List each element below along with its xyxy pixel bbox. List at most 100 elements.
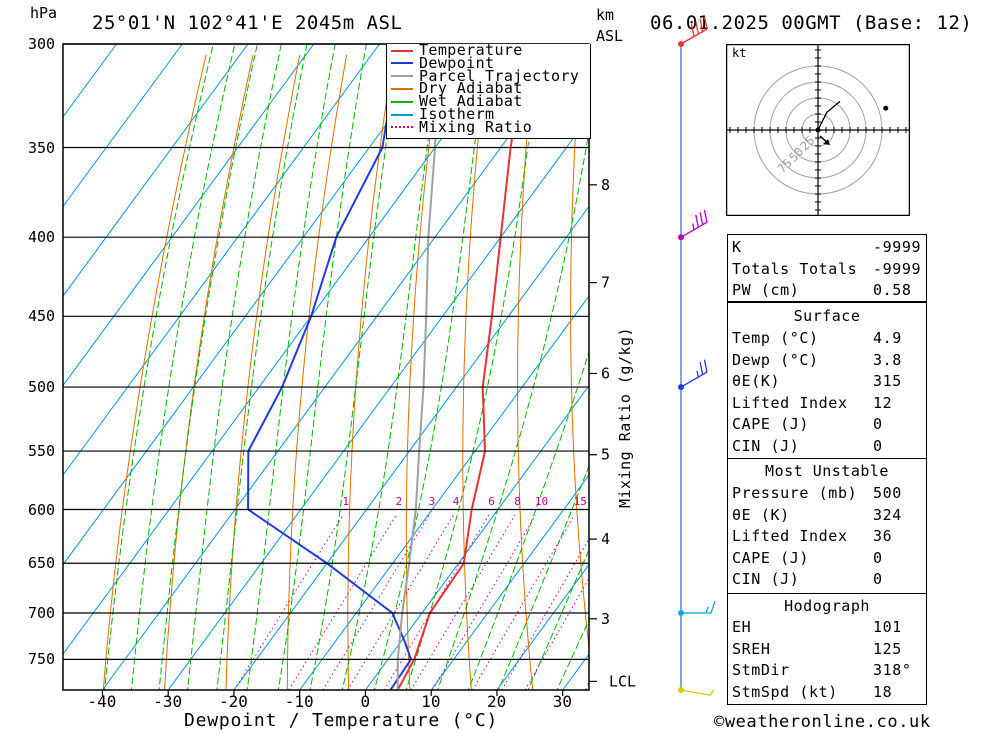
legend-swatch [391, 75, 413, 78]
wind-barb [680, 689, 715, 696]
mixing-ratio-label: 3 [428, 494, 436, 508]
isotherm-line [233, 205, 589, 690]
isotherm-line [102, 44, 578, 690]
mixing-ratio-line [233, 514, 344, 690]
index-label: StmSpd (kt) [732, 682, 838, 701]
index-label: EH [732, 618, 752, 636]
x-tick-label: -20 [218, 692, 248, 711]
index-value: -9999 [873, 259, 922, 278]
legend-item: Wet Adiabat [391, 92, 523, 110]
isotherm-line [496, 563, 589, 690]
dry-adiabat-line [347, 55, 394, 690]
index-label: Lifted Index [732, 393, 848, 412]
hodograph-trace [817, 100, 841, 131]
pressure-tick-label: 650 [28, 554, 56, 573]
dry-adiabat-line [164, 54, 254, 690]
indices-most-unstable-box: Most Unstable Pressure (mb) 500 θE (K) 324 Li… [727, 458, 927, 594]
legend-label: Temperature [419, 41, 523, 59]
legend-item: Isotherm [391, 105, 494, 123]
mixing-ratio-line [431, 514, 537, 690]
index-value: 0 [873, 437, 883, 455]
wet-adiabat-line [103, 44, 214, 690]
x-axis-title: Dewpoint / Temperature (°C) [184, 710, 499, 731]
legend-swatch [391, 49, 413, 52]
dry-adiabat-line [462, 55, 488, 690]
index-value: 315 [873, 372, 902, 391]
index-value: 318° [873, 661, 912, 680]
km-tick-label: 8 [601, 176, 610, 194]
wet-adiabat-line [309, 44, 402, 690]
wet-adiabat-line [216, 44, 308, 690]
pressure-tick-label: 300 [28, 35, 56, 53]
dry-adiabat-line [570, 55, 589, 653]
dry-adiabat-line [102, 54, 207, 690]
legend-item: Dry Adiabat [391, 79, 523, 97]
mixing-ratio-label: 1 [342, 494, 350, 508]
isotherm-line [299, 295, 589, 690]
pressure-tick-label: 750 [28, 650, 56, 669]
wind-barb [681, 600, 716, 614]
pressure-tick-label: 350 [28, 138, 56, 157]
legend-item: Temperature [391, 41, 523, 59]
isotherm-line [63, 44, 117, 118]
wind-barb [680, 209, 708, 238]
wet-adiabat-line [186, 44, 282, 690]
pressure-tick-label: 550 [28, 442, 56, 461]
wet-adiabat-line [467, 350, 589, 690]
index-section-title: Most Unstable [765, 462, 889, 480]
index-label: CAPE (J) [732, 415, 810, 434]
wet-adiabat-line [437, 128, 589, 690]
pressure-tick-label: 400 [28, 228, 56, 247]
mixing-ratio-label: 2 [395, 494, 403, 508]
km-tick-label: 6 [601, 364, 610, 382]
wet-adiabat-line [130, 44, 236, 690]
wet-adiabat-line [405, 44, 542, 690]
legend-label: Mixing Ratio [419, 117, 533, 136]
legend-item: Mixing Ratio [391, 118, 532, 136]
mixing-ratio-label: 4 [452, 494, 460, 508]
isotherm-line [430, 474, 589, 690]
pressure-tick-label: 500 [28, 378, 56, 397]
pressure-tick-label: 450 [28, 307, 56, 326]
legend-swatch [391, 87, 413, 90]
wet-adiabat-line [277, 44, 367, 690]
mixing-ratio-line [501, 537, 589, 690]
mixing-ratio-label: 10 [534, 494, 549, 508]
index-value: 0.58 [873, 281, 912, 299]
index-label: Pressure (mb) [732, 484, 858, 502]
index-label: PW (cm) [732, 281, 800, 299]
isotherm-line [63, 44, 512, 656]
index-value: 3.8 [873, 350, 902, 369]
dry-adiabat-line [286, 55, 348, 690]
isotherm-line [63, 44, 446, 566]
storm-motion-arrowhead [823, 139, 830, 145]
km-tick-label: 5 [601, 446, 610, 464]
mixing-ratio-label: 6 [488, 494, 495, 508]
wet-adiabat-line [158, 44, 258, 690]
legend-swatch [391, 126, 413, 129]
location-title: 25°01'N 102°41'E 2045m ASL [92, 12, 403, 34]
index-value: 101 [873, 618, 902, 636]
x-tick-label: -30 [153, 692, 183, 711]
hodograph-end-point [883, 105, 889, 111]
wet-adiabat-line [246, 44, 336, 690]
legend-swatch [391, 113, 413, 116]
dry-adiabat-line [225, 55, 301, 690]
indices-hodograph-box: Hodograph EH 101 SREH 125 StmDir 318° StmSpd (k… [727, 593, 927, 705]
mixing-ratio-line [288, 514, 397, 690]
index-label: Dewp (°C) [732, 350, 819, 369]
legend-label: Isotherm [419, 105, 495, 123]
isotherm-line [63, 44, 380, 476]
legend-item: Dewpoint [391, 54, 494, 72]
indices-top-box: K -9999 Totals Totals -9999 PW (cm) 0.58 [727, 234, 927, 302]
dry-adiabat-line [672, 55, 717, 690]
x-tick-label: 20 [486, 692, 507, 711]
index-value: 36 [873, 527, 893, 546]
wind-barb [680, 16, 708, 45]
index-value: 4.9 [873, 329, 902, 347]
hodograph-unit-label: kt [732, 46, 747, 60]
series-parcel-trajectory [396, 44, 440, 690]
mixing-ratio-line [410, 514, 516, 690]
legend-label: Dewpoint [419, 53, 495, 72]
